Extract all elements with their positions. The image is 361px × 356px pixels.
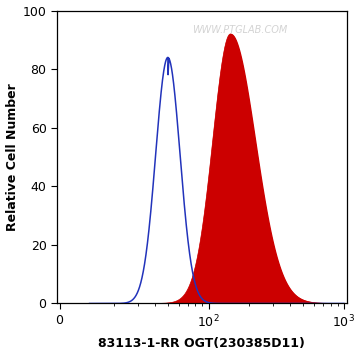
Text: WWW.PTGLAB.COM: WWW.PTGLAB.COM: [192, 25, 287, 35]
X-axis label: 83113-1-RR OGT(230385D11): 83113-1-RR OGT(230385D11): [99, 337, 305, 350]
Y-axis label: Relative Cell Number: Relative Cell Number: [5, 83, 18, 231]
